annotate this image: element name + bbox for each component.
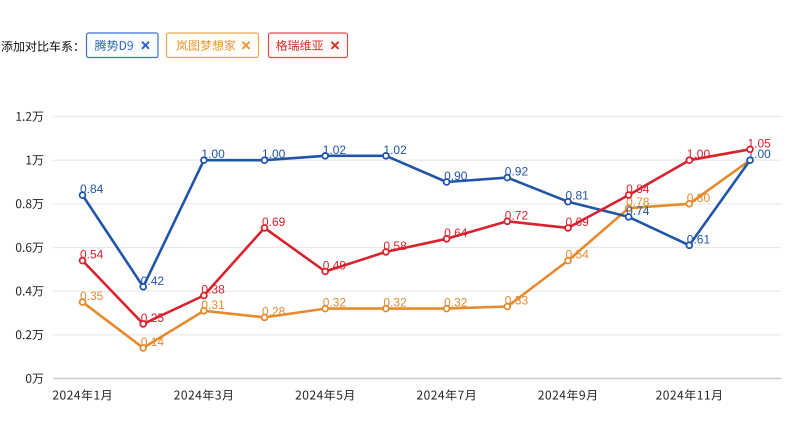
svg-text:0.61: 0.61	[687, 232, 711, 246]
svg-text:0.28: 0.28	[262, 304, 286, 318]
svg-text:0.69: 0.69	[566, 215, 590, 229]
svg-text:0.32: 0.32	[323, 296, 347, 310]
svg-text:0.80: 0.80	[687, 191, 711, 205]
svg-text:0.54: 0.54	[80, 248, 104, 262]
svg-text:0.35: 0.35	[80, 289, 104, 303]
svg-text:1.00: 1.00	[201, 147, 225, 161]
svg-text:0.32: 0.32	[444, 296, 468, 310]
svg-text:1.02: 1.02	[383, 143, 407, 157]
svg-text:0.33: 0.33	[505, 294, 529, 308]
svg-text:0.74: 0.74	[626, 204, 650, 218]
svg-text:0.81: 0.81	[566, 189, 590, 203]
svg-text:0.84: 0.84	[626, 182, 650, 196]
svg-text:0.72: 0.72	[505, 208, 529, 222]
svg-text:1.00: 1.00	[687, 147, 711, 161]
svg-text:0.84: 0.84	[80, 182, 104, 196]
svg-text:0.32: 0.32	[383, 296, 407, 310]
svg-text:0.58: 0.58	[383, 239, 407, 253]
svg-text:0.38: 0.38	[201, 283, 225, 297]
svg-text:0.25: 0.25	[141, 311, 165, 325]
svg-text:1.02: 1.02	[323, 143, 347, 157]
svg-text:0.92: 0.92	[505, 165, 529, 179]
svg-text:0.31: 0.31	[201, 298, 225, 312]
svg-text:1.00: 1.00	[262, 147, 286, 161]
svg-text:0.69: 0.69	[262, 215, 286, 229]
svg-text:0.14: 0.14	[141, 335, 165, 349]
svg-text:0.54: 0.54	[566, 248, 590, 262]
svg-text:0.90: 0.90	[444, 169, 468, 183]
svg-text:0.49: 0.49	[323, 259, 347, 273]
svg-text:0.78: 0.78	[626, 195, 650, 209]
svg-text:0.64: 0.64	[444, 226, 468, 240]
svg-text:0.42: 0.42	[141, 274, 165, 288]
svg-text:1.05: 1.05	[748, 136, 772, 150]
